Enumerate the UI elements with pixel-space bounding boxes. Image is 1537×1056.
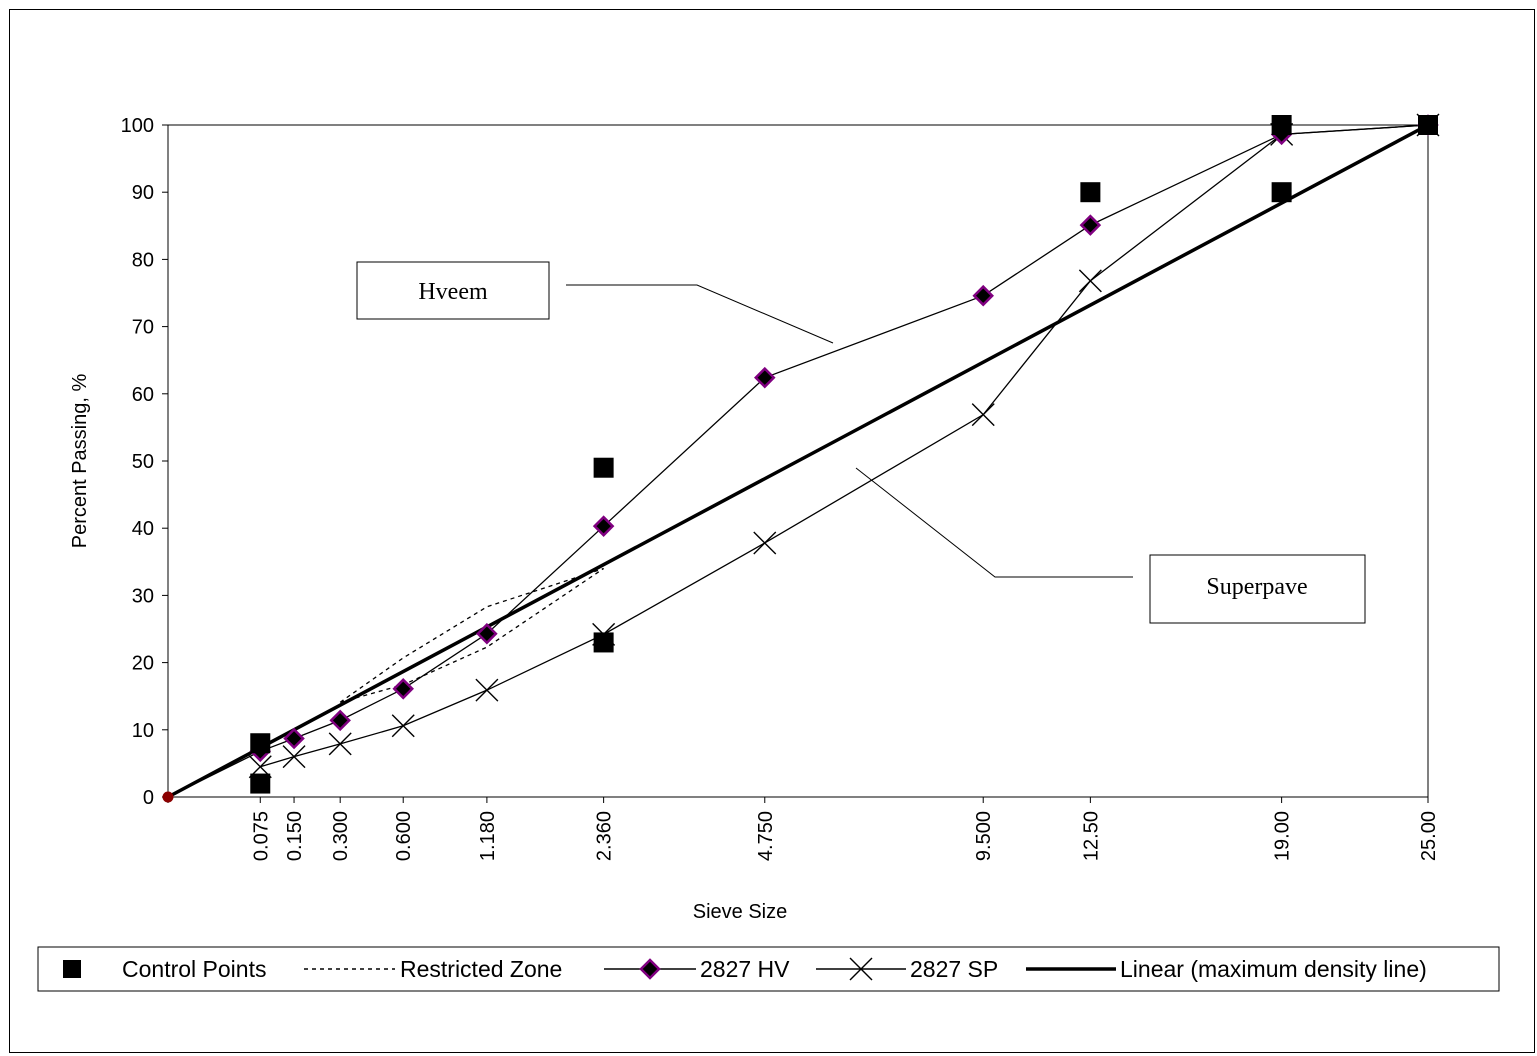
sp-x-marker	[328, 732, 352, 756]
y-axis-title: Percent Passing, %	[69, 374, 91, 549]
y-tick-label: 10	[132, 720, 154, 742]
x-tick-label: 0.600	[393, 811, 415, 861]
legend-box	[37, 946, 1500, 992]
x-tick-label: 4.750	[755, 811, 777, 861]
x-tick-label: 0.075	[250, 811, 272, 861]
legend-control-points-label: Control Points	[122, 956, 266, 982]
y-tick-label: 100	[121, 115, 154, 137]
sp-x-marker	[475, 678, 499, 702]
y-tick-label: 60	[132, 384, 154, 406]
hv-diamond-marker	[754, 366, 776, 389]
superpave-callout-label: Superpave	[1206, 574, 1307, 600]
superpave-callout-box	[1149, 554, 1366, 624]
sp-x-marker-stroke	[328, 732, 352, 756]
x-tick-label: 25.00	[1418, 811, 1440, 861]
legend: Control Points Restricted Zone 2827 HV 2827…	[37, 946, 1500, 992]
y-tick-label: 0	[143, 787, 154, 809]
max-density-line	[167, 123, 1429, 799]
origin-point	[162, 791, 174, 803]
sp-x-marker	[391, 714, 415, 738]
control-point-marker	[593, 632, 614, 653]
legend-sp-swatch-marker	[849, 957, 873, 981]
hv-diamond-marker	[329, 709, 351, 732]
sp-x-marker-stroke	[282, 745, 306, 769]
control-point-marker	[1271, 182, 1292, 203]
hv-diamond-marker	[476, 622, 498, 645]
legend-hv-label: 2827 HV	[700, 956, 790, 982]
legend-linear-label: Linear (maximum density line)	[1120, 956, 1427, 982]
sp-x-marker-stroke	[1078, 269, 1102, 293]
x-axis-title: Sieve Size	[693, 901, 788, 923]
x-tick-label: 1.180	[477, 811, 499, 861]
sp-x-marker-stroke	[475, 678, 499, 702]
y-tick-label: 40	[132, 518, 154, 540]
sp-series-line	[260, 124, 1429, 768]
sp-x-marker	[971, 403, 995, 427]
superpave-leader-line	[855, 467, 1133, 578]
y-tick-label: 50	[132, 451, 154, 473]
sp-x-marker-stroke	[753, 531, 777, 555]
sp-x-marker-stroke	[971, 403, 995, 427]
x-tick-label: 0.300	[330, 811, 352, 861]
sp-x-marker	[1078, 269, 1102, 293]
restricted-zone-line	[340, 567, 604, 703]
legend-control-points-swatch	[63, 960, 81, 978]
callouts: Hveem Superpave	[356, 261, 1366, 624]
control-point-marker	[1418, 115, 1438, 135]
control-point-marker	[250, 733, 271, 754]
y-tick-label: 90	[132, 182, 154, 204]
y-axis: 0 10 20 30 40 50 60 70 80 90 100	[121, 115, 168, 809]
sp-x-marker	[753, 531, 777, 555]
hv-diamond-marker	[1079, 214, 1102, 236]
y-tick-label: 80	[132, 249, 154, 271]
control-point-marker	[1271, 115, 1292, 135]
legend-sp-label: 2827 SP	[910, 956, 998, 982]
control-point-marker	[1080, 182, 1101, 203]
legend-hv-swatch-marker	[639, 958, 661, 980]
x-tick-label: 0.150	[284, 811, 306, 861]
hv-diamond-marker	[283, 727, 305, 750]
sp-x-marker	[282, 745, 306, 769]
control-point-marker	[250, 773, 271, 794]
hv-diamond-marker	[972, 284, 994, 307]
x-tick-label: 2.360	[594, 811, 616, 861]
sp-x-marker-stroke	[391, 714, 415, 738]
series-layer	[162, 113, 1440, 803]
hv-diamond-marker	[592, 515, 615, 537]
x-axis: 0.075 0.150 0.300 0.600 1.180 2.360 4.750 9.500…	[167, 797, 1440, 861]
x-tick-label: 12.50	[1080, 811, 1102, 861]
x-tick-label: 19.00	[1272, 811, 1294, 861]
hveem-leader-line	[566, 284, 834, 344]
y-tick-label: 70	[132, 317, 154, 339]
control-point-marker	[593, 457, 614, 478]
hveem-callout-box	[356, 261, 550, 320]
hveem-callout-label: Hveem	[418, 279, 488, 305]
hv-diamond-marker	[392, 678, 414, 700]
y-tick-label: 20	[132, 653, 154, 675]
y-tick-label: 30	[132, 585, 154, 607]
x-tick-label: 9.500	[973, 811, 995, 861]
legend-restricted-zone-label: Restricted Zone	[400, 956, 562, 982]
